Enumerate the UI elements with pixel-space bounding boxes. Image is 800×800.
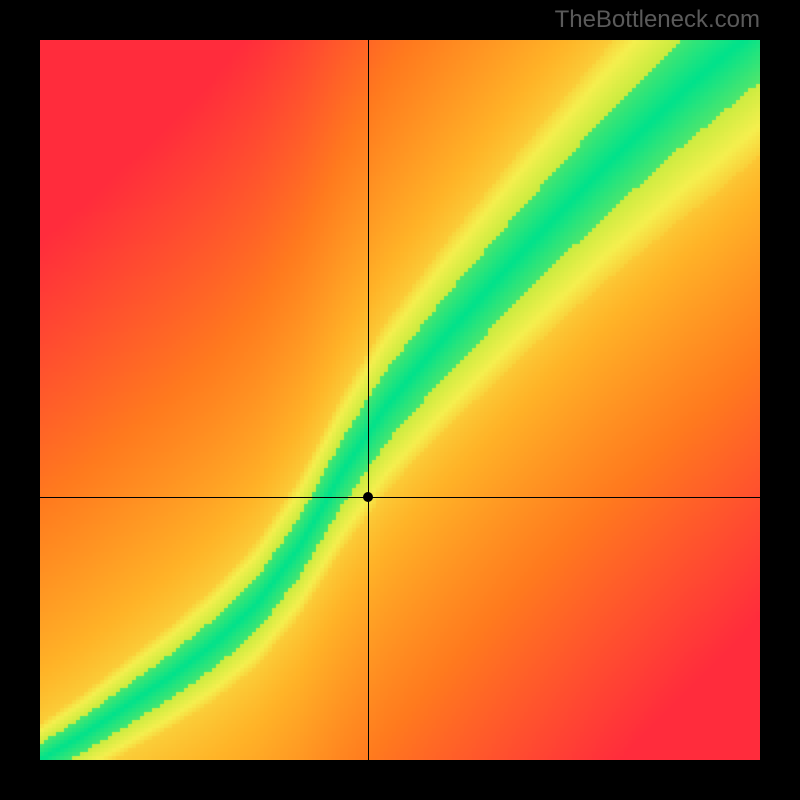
- crosshair-vertical: [368, 40, 369, 760]
- watermark-text: TheBottleneck.com: [555, 6, 760, 34]
- chart-container: TheBottleneck.com: [0, 0, 800, 800]
- crosshair-horizontal: [40, 497, 760, 498]
- heatmap-canvas: [40, 40, 760, 760]
- crosshair-marker: [363, 492, 373, 502]
- plot-area: [40, 40, 760, 760]
